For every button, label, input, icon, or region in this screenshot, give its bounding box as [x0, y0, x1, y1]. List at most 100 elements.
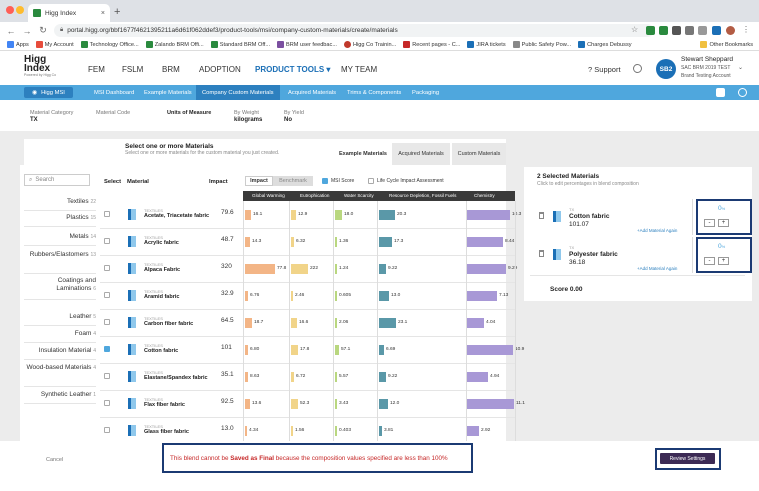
impact-toggle[interactable]: Impact [245, 176, 273, 186]
filter-item[interactable]: Wood-based Materials 4 [24, 364, 96, 372]
bookmark[interactable]: Zalando BRM Offi... [145, 41, 204, 48]
decrement-button[interactable]: - [704, 257, 715, 265]
subnav-packaging[interactable]: Packaging [412, 89, 440, 96]
material-name[interactable]: Cotton fabric [144, 348, 179, 354]
subnav-trims-components[interactable]: Trims & Components [347, 89, 402, 96]
minimize-window-icon[interactable] [16, 6, 24, 14]
search-input[interactable]: ⌕ Search [24, 174, 90, 186]
trash-icon[interactable] [539, 212, 544, 219]
filter-item[interactable]: Synthetic Leather 1 [24, 391, 96, 399]
extension-icon[interactable] [672, 26, 681, 35]
extension-icon[interactable] [698, 26, 707, 35]
material-name[interactable]: Aramid fabric [144, 294, 180, 300]
profile-icon[interactable] [726, 26, 735, 35]
material-name[interactable]: Glass fiber fabric [144, 429, 189, 435]
filter-item[interactable]: Foam 4 [24, 330, 96, 338]
url-bar[interactable]: 🔒︎ portal.higg.org/bbf1677f4621395211a6d… [54, 24, 654, 37]
info-icon[interactable] [738, 88, 747, 97]
material-name[interactable]: Alpaca Fabric [144, 267, 181, 273]
other-bookmarks[interactable]: Other Bookmarks [700, 41, 753, 48]
decrement-button[interactable]: - [704, 219, 715, 227]
nav-my-team[interactable]: MY TEAM [341, 65, 378, 74]
globe-icon[interactable] [633, 64, 642, 73]
reload-icon[interactable]: ↻ [39, 25, 47, 35]
close-tab-icon[interactable]: × [100, 9, 105, 17]
add-material-again-link[interactable]: +Add Material Again [637, 228, 678, 233]
row-checkbox[interactable] [104, 319, 110, 325]
tab-example-materials[interactable]: Example Materials [336, 143, 390, 165]
nav-adoption[interactable]: ADOPTION [199, 65, 241, 74]
avatar[interactable]: SB2 [656, 59, 676, 79]
percentage-value[interactable]: 0% [718, 243, 725, 250]
msi-score-checkbox[interactable] [322, 178, 328, 184]
bookmark[interactable]: My Account [35, 41, 74, 48]
cancel-link[interactable]: Cancel [46, 457, 64, 463]
subnav-company-custom-materials[interactable]: Company Custom Materials [196, 85, 280, 100]
tab-custom-materials[interactable]: Custom Materials [452, 143, 506, 165]
new-tab-icon[interactable]: + [114, 6, 121, 18]
book-icon[interactable] [716, 88, 725, 97]
bookmark[interactable]: Higg Co Trainin... [344, 41, 396, 48]
extension-icon[interactable] [685, 26, 694, 35]
increment-button[interactable]: + [718, 257, 729, 265]
increment-button[interactable]: + [718, 219, 729, 227]
row-checkbox[interactable] [104, 238, 110, 244]
bookmark[interactable]: Technology Office... [80, 41, 139, 48]
tab-acquired-materials[interactable]: Acquired Materials [392, 143, 450, 165]
support-link[interactable]: ? Support [588, 65, 621, 74]
row-checkbox[interactable] [104, 211, 110, 217]
filter-item[interactable]: Insulation Material 4 [24, 347, 96, 355]
bookmark[interactable]: Public Safety Pow... [512, 41, 571, 48]
filter-item[interactable]: Textiles 22 [24, 198, 96, 206]
nav-product-tools[interactable]: PRODUCT TOOLS ▾ [255, 65, 331, 74]
higg-index-logo[interactable]: Higg Index Powered by Higg Co [24, 54, 57, 78]
chevron-down-icon[interactable]: ⌄ [738, 65, 744, 71]
filter-item[interactable]: Rubbers/Elastomers 13 [24, 251, 96, 259]
row-checkbox[interactable] [104, 292, 110, 298]
filter-item[interactable]: Metals 14 [24, 233, 96, 241]
nav-fem[interactable]: FEM [88, 65, 105, 74]
material-name[interactable]: Carbon fiber fabric [144, 321, 194, 327]
trash-icon[interactable] [539, 250, 544, 257]
percentage-value[interactable]: 0% [718, 205, 725, 212]
row-checkbox[interactable] [104, 373, 110, 379]
filter-item[interactable]: Leather 5 [24, 313, 96, 321]
extension-icon[interactable] [712, 26, 721, 35]
material-name[interactable]: Acetate, Triacetate fabric [144, 213, 210, 219]
row-checkbox[interactable] [104, 265, 110, 271]
subnav-msi-dashboard[interactable]: MSI Dashboard [94, 89, 135, 96]
bookmark[interactable]: JIRA tickets [467, 41, 506, 48]
extension-icon[interactable] [646, 26, 655, 35]
user-org[interactable]: SAC BRM 2019 TEST [681, 65, 731, 71]
material-name[interactable]: Elastane/Spandex fabric [144, 375, 208, 381]
row-checkbox[interactable] [104, 400, 110, 406]
bookmark[interactable]: Recent pages - C... [403, 41, 460, 48]
browser-menu-icon[interactable]: ⋮ [742, 25, 750, 34]
life-cycle-checkbox[interactable] [368, 178, 374, 184]
add-material-again-link[interactable]: +Add Material Again [637, 266, 678, 271]
bookmark[interactable]: BRM user feedbac... [277, 41, 337, 48]
extension-icon[interactable] [659, 26, 668, 35]
browser-tab[interactable]: Higg Index × [28, 4, 110, 22]
row-checkbox[interactable] [104, 346, 110, 352]
review-settings-button[interactable]: Review Settings [660, 453, 715, 464]
subnav-example-materials[interactable]: Example Materials [144, 89, 192, 96]
material-name[interactable]: Flax fiber fabric [144, 402, 185, 408]
higg-msi-button[interactable]: ◉ Higg MSI [24, 87, 73, 98]
nav-brm[interactable]: BRM [162, 65, 180, 74]
subnav-acquired-materials[interactable]: Acquired Materials [288, 89, 337, 96]
back-icon[interactable]: ← [6, 25, 16, 36]
bookmark[interactable]: Standard BRM Off... [210, 41, 270, 48]
material-name[interactable]: Acrylic fabric [144, 240, 179, 246]
star-icon[interactable]: ☆ [631, 25, 639, 34]
nav-fslm[interactable]: FSLM [122, 65, 144, 74]
filter-item[interactable]: Plastics 15 [24, 214, 96, 222]
forward-icon[interactable]: → [22, 25, 32, 36]
filter-item[interactable]: Coatings and Laminations 6 [24, 277, 96, 293]
row-checkbox[interactable] [104, 427, 110, 433]
bookmark[interactable]: Charges Debussy [578, 41, 632, 48]
impact-bar-value: 3.81 [384, 428, 394, 433]
benchmark-toggle[interactable]: Benchmark [273, 176, 313, 186]
bookmark-apps[interactable]: Apps [7, 41, 29, 48]
close-window-icon[interactable] [6, 6, 14, 14]
